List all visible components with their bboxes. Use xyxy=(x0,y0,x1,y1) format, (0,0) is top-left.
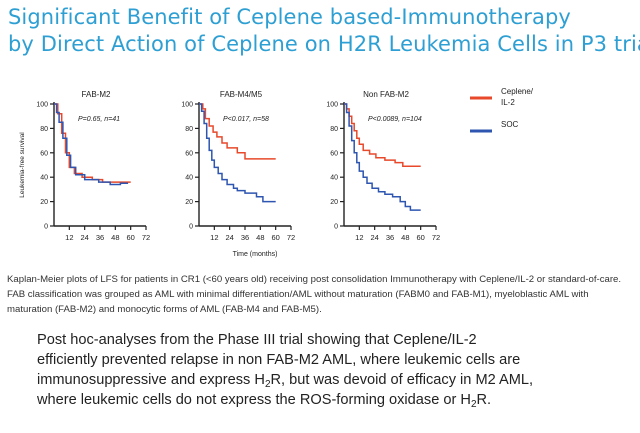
panel-title: FAB-M4/M5 xyxy=(220,90,263,99)
body-line-4-rest: R. xyxy=(476,392,492,408)
y-tick-label: 60 xyxy=(330,150,338,157)
x-tick-label: 48 xyxy=(256,233,264,242)
legend: Ceplene/IL-2 SOC xyxy=(470,87,534,133)
panel-title: Non FAB-M2 xyxy=(363,90,409,99)
body-line-2: efficiently prevented relapse in non FAB… xyxy=(37,352,521,368)
km-curve xyxy=(344,103,421,167)
x-axis-label: Time (months) xyxy=(233,251,278,258)
body-line-3-text: immunosuppressive and express H xyxy=(37,372,265,388)
y-tick-label: 60 xyxy=(40,150,48,157)
body-line-3-rest: R, but was devoid of efficacy in M2 AML, xyxy=(270,372,534,388)
x-tick-label: 48 xyxy=(111,233,119,242)
slide-title: Significant Benefit of Ceplene based-Imm… xyxy=(8,4,640,58)
y-tick-label: 100 xyxy=(36,102,48,109)
body-line-3: immunosuppressive and express H2R, but w… xyxy=(37,370,637,390)
y-tick-label: 40 xyxy=(40,175,48,182)
y-tick-label: 20 xyxy=(185,199,193,206)
x-tick-label: 72 xyxy=(287,233,295,242)
y-tick-label: 40 xyxy=(185,175,193,182)
body-line-4-text: where leukemic cells do not express the … xyxy=(37,392,471,408)
x-tick-label: 24 xyxy=(80,233,88,242)
p-value-annotation: P<0.017, n=58 xyxy=(223,116,269,123)
km-panel: 0 20 40 60 80 100 12 24 36 48 60 72 Non FAB-M2 P<0.00… xyxy=(326,90,440,242)
panel-title: FAB-M2 xyxy=(82,90,111,99)
km-curve xyxy=(54,103,129,186)
y-tick-label: 60 xyxy=(185,150,193,157)
x-tick-label: 72 xyxy=(432,233,440,242)
y-tick-label: 40 xyxy=(330,175,338,182)
km-curve xyxy=(199,103,276,203)
km-panel: 0 20 40 60 80 100 12 24 36 48 60 72 FAB-M4/M5 P<0.017… xyxy=(181,90,295,258)
x-tick-label: 36 xyxy=(386,233,394,242)
km-panel: 0 20 40 60 80 100 12 24 36 48 60 72 FAB-M2 P=0.65, n=… xyxy=(19,90,150,242)
body-line-4: where leukemic cells do not express the … xyxy=(37,390,637,410)
y-tick-label: 100 xyxy=(181,102,193,109)
x-tick-label: 24 xyxy=(370,233,378,242)
y-tick-label: 80 xyxy=(185,126,193,133)
km-curve xyxy=(199,103,276,160)
legend-label: Ceplene/ xyxy=(501,87,534,96)
p-value-annotation: P<0.0089, n=104 xyxy=(368,116,422,123)
x-tick-label: 36 xyxy=(96,233,104,242)
legend-label: IL-2 xyxy=(501,98,515,107)
x-tick-label: 60 xyxy=(271,233,279,242)
y-tick-label: 0 xyxy=(334,224,338,231)
y-tick-label: 20 xyxy=(40,199,48,206)
y-tick-label: 80 xyxy=(330,126,338,133)
x-tick-label: 60 xyxy=(126,233,134,242)
legend-label: SOC xyxy=(501,120,519,129)
x-tick-label: 24 xyxy=(225,233,233,242)
title-line-2: by Direct Action of Ceplene on H2R Leuke… xyxy=(8,32,640,56)
title-line-1: Significant Benefit of Ceplene based-Imm… xyxy=(8,5,571,29)
y-tick-label: 0 xyxy=(44,224,48,231)
y-tick-label: 100 xyxy=(326,102,338,109)
p-value-annotation: P=0.65, n=41 xyxy=(78,116,120,123)
x-tick-label: 72 xyxy=(142,233,150,242)
body-line-1: Post hoc-analyses from the Phase III tri… xyxy=(37,332,477,348)
figure-caption: Kaplan-Meier plots of LFS for patients i… xyxy=(7,274,622,315)
x-tick-label: 12 xyxy=(65,233,73,242)
x-tick-label: 12 xyxy=(355,233,363,242)
y-tick-label: 20 xyxy=(330,199,338,206)
km-plots: 0 20 40 60 80 100 12 24 36 48 60 72 FAB-M2 P=0.65, n=… xyxy=(19,87,534,258)
x-tick-label: 48 xyxy=(401,233,409,242)
subscript: 2 xyxy=(264,379,271,390)
x-tick-label: 12 xyxy=(210,233,218,242)
body-text: Post hoc-analyses from the Phase III tri… xyxy=(37,330,637,410)
x-tick-label: 36 xyxy=(241,233,249,242)
y-tick-label: 80 xyxy=(40,126,48,133)
km-curve xyxy=(344,103,421,211)
x-tick-label: 60 xyxy=(416,233,424,242)
subscript: 2 xyxy=(470,399,477,410)
y-axis-label: Leukemia-free survival xyxy=(19,132,26,198)
y-tick-label: 0 xyxy=(189,224,193,231)
